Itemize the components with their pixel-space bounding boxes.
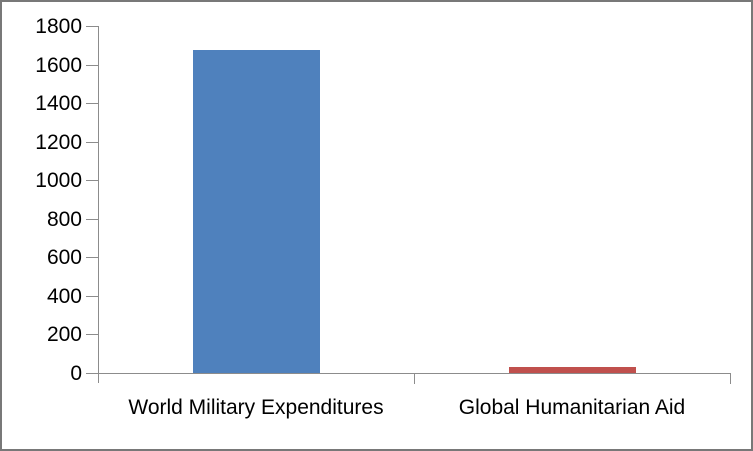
y-axis-tick-label: 1600 xyxy=(35,54,82,77)
y-axis-tick xyxy=(86,103,98,104)
y-axis-tick xyxy=(86,296,98,297)
y-axis-tick xyxy=(86,65,98,66)
y-axis-tick xyxy=(86,180,98,181)
y-axis-tick-label: 800 xyxy=(46,208,82,231)
x-axis-line xyxy=(86,373,730,374)
x-axis-tick xyxy=(414,373,415,384)
y-axis-tick-label: 200 xyxy=(46,323,82,346)
y-axis-tick xyxy=(86,26,98,27)
y-axis-tick xyxy=(86,257,98,258)
category-label-2: Global Humanitarian Aid xyxy=(458,396,686,419)
bar-2 xyxy=(509,367,636,373)
y-axis-tick-label: 0 xyxy=(70,362,82,385)
y-axis-line xyxy=(98,26,99,383)
y-axis-tick-label: 600 xyxy=(46,246,82,269)
y-axis-tick xyxy=(86,334,98,335)
y-axis-tick xyxy=(86,142,98,143)
x-axis-tick xyxy=(730,373,731,384)
y-axis-tick-label: 400 xyxy=(46,285,82,308)
y-axis-tick xyxy=(86,373,98,374)
y-axis-tick-label: 1800 xyxy=(35,15,82,38)
y-axis-tick xyxy=(86,219,98,220)
bar-1 xyxy=(193,50,320,373)
y-axis-tick-label: 1000 xyxy=(35,169,82,192)
y-axis-tick-label: 1200 xyxy=(35,131,82,154)
y-axis-tick-label: 1400 xyxy=(35,92,82,115)
category-label-1: World Military Expenditures xyxy=(128,396,384,419)
